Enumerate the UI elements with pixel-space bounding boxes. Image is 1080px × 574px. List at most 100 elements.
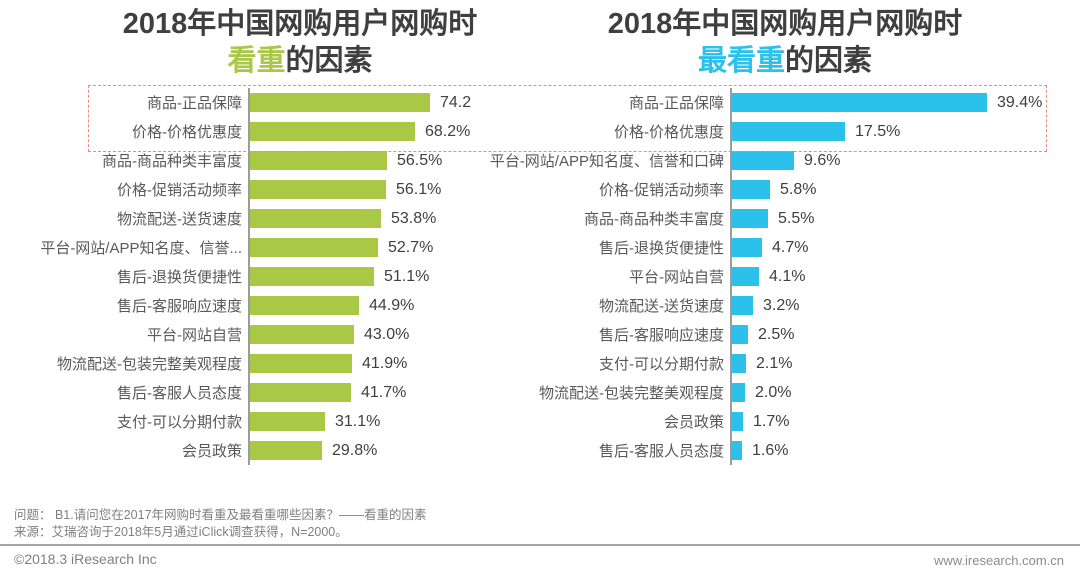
bar-chart-most-important-factors: 商品-正品保障 价格-价格优惠度 平台-网站/APP知名度、信誉和口碑 价格-促销活动… xyxy=(462,88,1042,465)
bar-row: 5.8% xyxy=(732,175,1042,204)
category-label: 价格-价格优惠度 xyxy=(132,124,242,141)
chart-right-title-highlight: 最看重 xyxy=(697,45,785,77)
value-label: 5.8% xyxy=(780,180,817,198)
chart-right-title: 2018年中国网购用户网购时 最看重的因素 xyxy=(545,6,1025,80)
category-label: 售后-客服人员态度 xyxy=(117,385,242,402)
category-label: 会员政策 xyxy=(181,443,242,460)
value-label: 44.9% xyxy=(369,296,415,314)
bar xyxy=(732,267,759,286)
category-label: 商品-商品种类丰富度 xyxy=(102,153,242,170)
category-label: 价格-促销活动频率 xyxy=(117,182,242,199)
bar-row: 44.9% xyxy=(250,291,471,320)
bar xyxy=(250,296,359,315)
bar-row: 74.2 xyxy=(250,88,471,117)
bar-chart-important-factors: 商品-正品保障价格-价格优惠度商品-商品种类丰富度价格-促销活动频率 物流配送-送… xyxy=(40,88,471,465)
bar xyxy=(732,325,748,344)
bar-row: 1.7% xyxy=(732,407,1042,436)
bar xyxy=(250,238,378,257)
bars-area: 74.2 68.2% 56.5% 56.1% 53.8% 52.7% 51.1% 44.9% 4… xyxy=(248,88,471,465)
bar xyxy=(732,296,753,315)
value-label: 74.2 xyxy=(440,93,472,111)
bar-row: 52.7% xyxy=(250,233,471,262)
chart-right-title-line1: 2018年中国网购用户网购时 xyxy=(607,8,963,40)
value-label: 1.7% xyxy=(753,412,790,430)
category-label: 平台-网站/APP知名度、信誉和口碑 xyxy=(489,153,724,170)
bar xyxy=(250,93,430,112)
value-label: 4.1% xyxy=(769,267,806,285)
value-label: 2.5% xyxy=(758,325,795,343)
value-label: 2.1% xyxy=(756,354,793,372)
value-label: 56.5% xyxy=(397,151,443,169)
category-label: 售后-客服响应速度 xyxy=(117,298,242,315)
bar-row: 51.1% xyxy=(250,262,471,291)
value-label: 53.8% xyxy=(391,209,437,227)
bar xyxy=(732,238,762,257)
footnote: 问题： B1.请问您在2017年网购时看重及最看重哪些因素？——看重的因素 来源… xyxy=(14,507,427,541)
category-label: 售后-退换货便捷性 xyxy=(599,240,724,257)
bar xyxy=(250,412,325,431)
value-label: 51.1% xyxy=(384,267,430,285)
bar-row: 68.2% xyxy=(250,117,471,146)
value-label: 41.9% xyxy=(362,354,408,372)
value-label: 2.0% xyxy=(755,383,792,401)
category-label: 平台-网站自营 xyxy=(629,269,724,286)
bar xyxy=(732,151,794,170)
chart-right-title-suffix: 的因素 xyxy=(785,45,873,77)
bar-row: 4.7% xyxy=(732,233,1042,262)
value-label: 43.0% xyxy=(364,325,410,343)
chart-left-title-suffix: 的因素 xyxy=(285,45,373,77)
bar xyxy=(250,325,354,344)
bar xyxy=(250,151,387,170)
bar-row: 4.1% xyxy=(732,262,1042,291)
value-label: 31.1% xyxy=(335,412,381,430)
bar xyxy=(250,267,374,286)
bar xyxy=(250,122,415,141)
category-label: 商品-正品保障 xyxy=(629,95,724,112)
bar-row: 3.2% xyxy=(732,291,1042,320)
chart-left-title-line2: 看重的因素 xyxy=(60,43,540,80)
footnote-question: 问题： B1.请问您在2017年网购时看重及最看重哪些因素？——看重的因素 xyxy=(14,508,427,522)
value-label: 5.5% xyxy=(778,209,815,227)
value-label: 3.2% xyxy=(763,296,800,314)
value-label: 68.2% xyxy=(425,122,471,140)
bar-row: 41.7% xyxy=(250,378,471,407)
bar xyxy=(732,180,770,199)
bar xyxy=(732,383,745,402)
bar-row: 5.5% xyxy=(732,204,1042,233)
bar-row: 2.5% xyxy=(732,320,1042,349)
value-label: 17.5% xyxy=(855,122,901,140)
category-label: 物流配送-送货速度 xyxy=(117,211,242,228)
value-label: 56.1% xyxy=(396,180,442,198)
category-label: 会员政策 xyxy=(663,414,724,431)
bar xyxy=(250,209,381,228)
bar xyxy=(732,122,845,141)
category-label: 支付-可以分期付款 xyxy=(117,414,242,431)
value-label: 9.6% xyxy=(804,151,841,169)
category-label: 物流配送-包装完整美观程度 xyxy=(539,385,724,402)
category-label: 售后-退换货便捷性 xyxy=(117,269,242,286)
chart-left-title-highlight: 看重 xyxy=(227,45,286,77)
bar xyxy=(250,383,351,402)
footnote-source: 来源：艾瑞咨询于2018年5月通过iClick调查获得，N=2000。 xyxy=(14,525,348,539)
value-label: 29.8% xyxy=(332,441,378,459)
bar xyxy=(732,93,987,112)
category-label: 价格-价格优惠度 xyxy=(614,124,724,141)
bar-row: 43.0% xyxy=(250,320,471,349)
category-label: 支付-可以分期付款 xyxy=(599,356,724,373)
value-label: 39.4% xyxy=(997,93,1043,111)
bar xyxy=(732,354,746,373)
bar xyxy=(250,180,386,199)
bar-row: 17.5% xyxy=(732,117,1042,146)
bar-row: 39.4% xyxy=(732,88,1042,117)
category-label: 商品-正品保障 xyxy=(147,95,242,112)
category-label: 售后-客服响应速度 xyxy=(599,327,724,344)
bar-row: 56.5% xyxy=(250,146,471,175)
footer-divider xyxy=(0,544,1080,546)
category-label: 商品-商品种类丰富度 xyxy=(584,211,724,228)
footer-copyright: ©2018.3 iResearch Inc xyxy=(14,551,157,567)
bar-row: 53.8% xyxy=(250,204,471,233)
bars-area: 39.4% 17.5% 9.6% 5.8% 5.5% 4.7% 4.1% 3.2% 2.5% 2.… xyxy=(730,88,1042,465)
bar xyxy=(732,209,768,228)
category-axis-labels: 商品-正品保障 价格-价格优惠度 平台-网站/APP知名度、信誉和口碑 价格-促销活动… xyxy=(462,88,730,465)
